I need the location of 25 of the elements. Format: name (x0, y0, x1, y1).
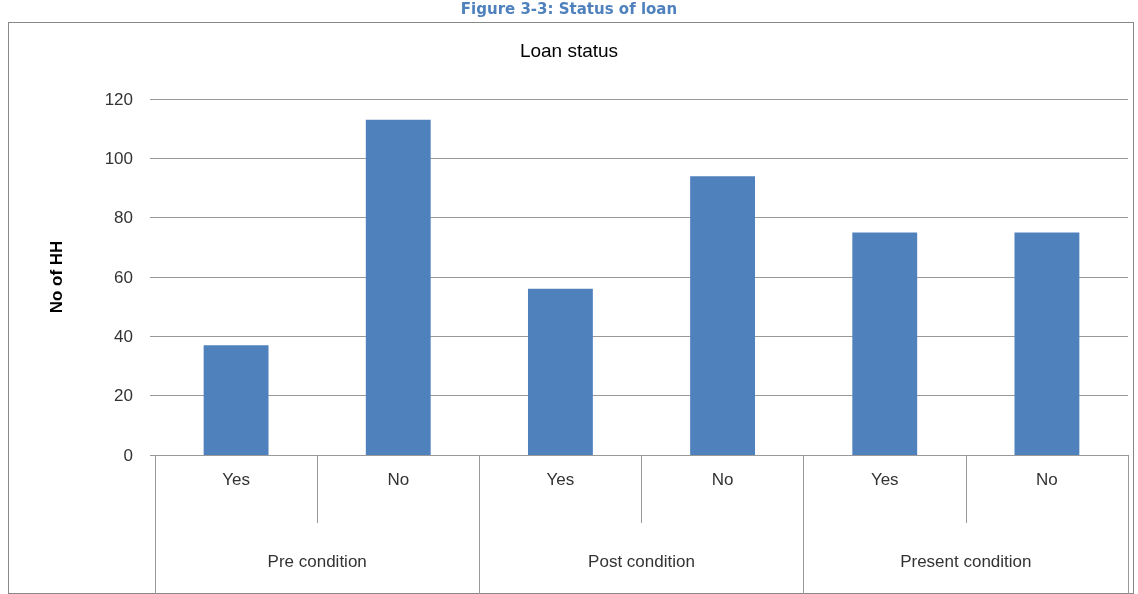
x-tick-label: No (387, 470, 410, 489)
x-tick-label: No (711, 470, 734, 489)
bar (690, 176, 756, 455)
text: Post condition (588, 552, 695, 571)
x-tick-label: Yes (870, 470, 899, 489)
y-axis-title: No of HH (47, 240, 66, 314)
caption: Figure 3-3: Status of loan (459, 0, 679, 18)
bar (527, 288, 593, 455)
y-tick-label: 20 (114, 386, 133, 406)
bar (852, 232, 918, 455)
bar (203, 345, 269, 455)
text: Pre condition (267, 552, 367, 571)
y-tick-label: 100 (104, 148, 133, 168)
bar (365, 119, 431, 455)
y-tick-label: 80 (114, 208, 133, 228)
y-tick-label: 60 (114, 267, 133, 287)
x-tick-label: Yes (222, 470, 250, 489)
x-tick-label: No (1036, 470, 1058, 489)
bar (1014, 232, 1080, 455)
y-tick-label: 40 (114, 326, 133, 346)
chart-title: Loan status (519, 40, 619, 61)
text: Present condition (900, 552, 1032, 571)
y-tick-label: 0 (123, 445, 133, 465)
x-tick-label: Yes (546, 470, 575, 489)
y-tick-label: 120 (104, 89, 133, 109)
